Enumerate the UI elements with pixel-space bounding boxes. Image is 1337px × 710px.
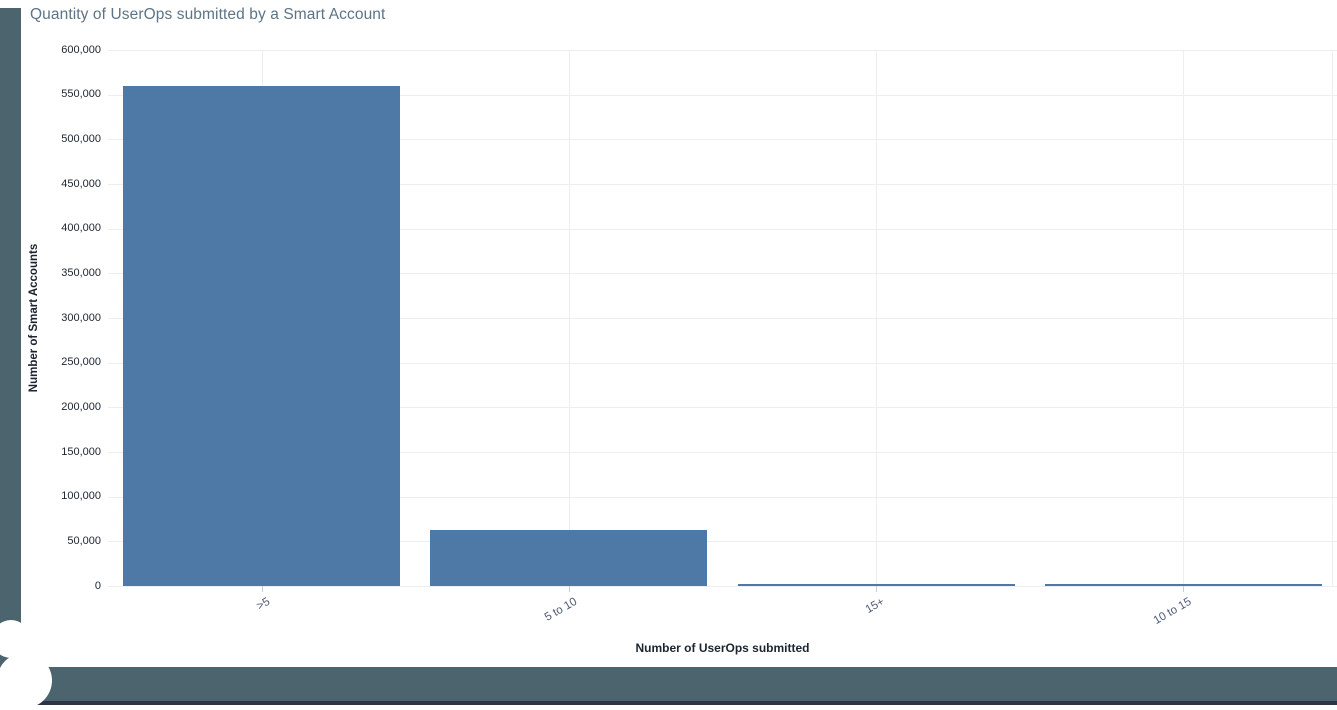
chart-card: Quantity of UserOps submitted by a Smart…	[21, 0, 1337, 667]
x-tick-mark	[1183, 586, 1185, 592]
y-tick-label: 500,000	[61, 132, 101, 145]
y-gridline	[108, 496, 1337, 498]
y-gridline	[108, 50, 1337, 51]
bar-15+[interactable]	[737, 583, 1015, 586]
chart-title: Quantity of UserOps submitted by a Smart…	[30, 6, 386, 23]
x-tick-mark	[261, 586, 263, 592]
x-tick-label: 15+	[863, 595, 887, 616]
bar-5-to-10[interactable]	[430, 529, 708, 586]
y-tick-label: 350,000	[61, 266, 101, 279]
y-tick-label: 250,000	[61, 356, 101, 369]
bar-10-to-15[interactable]	[1044, 584, 1322, 586]
x-tick-label: 10 to 15	[1151, 595, 1194, 627]
y-gridline	[108, 452, 1337, 453]
y-gridline	[108, 184, 1337, 185]
page-bottom-band	[0, 667, 1337, 705]
y-gridline	[108, 94, 1337, 96]
x-tick-mark	[568, 586, 570, 592]
x-gridline	[876, 50, 878, 586]
y-tick-label: 400,000	[61, 222, 101, 235]
page-left-band	[0, 8, 21, 667]
y-gridline	[108, 407, 1337, 409]
x-gridline	[1332, 50, 1333, 586]
x-tick-label: 5 to 10	[542, 595, 579, 624]
y-gridline	[108, 541, 1337, 543]
y-gridline	[108, 273, 1337, 275]
y-tick-label: 300,000	[61, 311, 101, 324]
page-bottom-edge	[0, 701, 1337, 705]
x-gridline	[1183, 50, 1185, 586]
decorative-logo-blob	[0, 620, 30, 658]
x-axis-title: Number of UserOps submitted	[635, 641, 810, 655]
x-tick-label: >5	[254, 595, 272, 613]
y-tick-label: 0	[94, 579, 101, 592]
y-tick-label: 550,000	[61, 88, 101, 101]
x-gridline	[568, 50, 570, 586]
y-tick-label: 450,000	[61, 177, 101, 190]
x-tick-mark	[876, 586, 878, 592]
y-tick-label: 100,000	[61, 490, 101, 503]
y-gridline	[108, 318, 1337, 319]
y-tick-label: 600,000	[61, 43, 101, 56]
decorative-logo-blob	[0, 676, 20, 710]
bar->5[interactable]	[123, 85, 401, 586]
y-tick-label: 150,000	[61, 445, 101, 458]
y-gridline	[108, 228, 1337, 230]
y-tick-label: 50,000	[67, 534, 101, 547]
y-gridline	[108, 139, 1337, 141]
y-gridline	[108, 586, 1337, 587]
y-gridline	[108, 362, 1337, 364]
y-tick-label: 200,000	[61, 400, 101, 413]
